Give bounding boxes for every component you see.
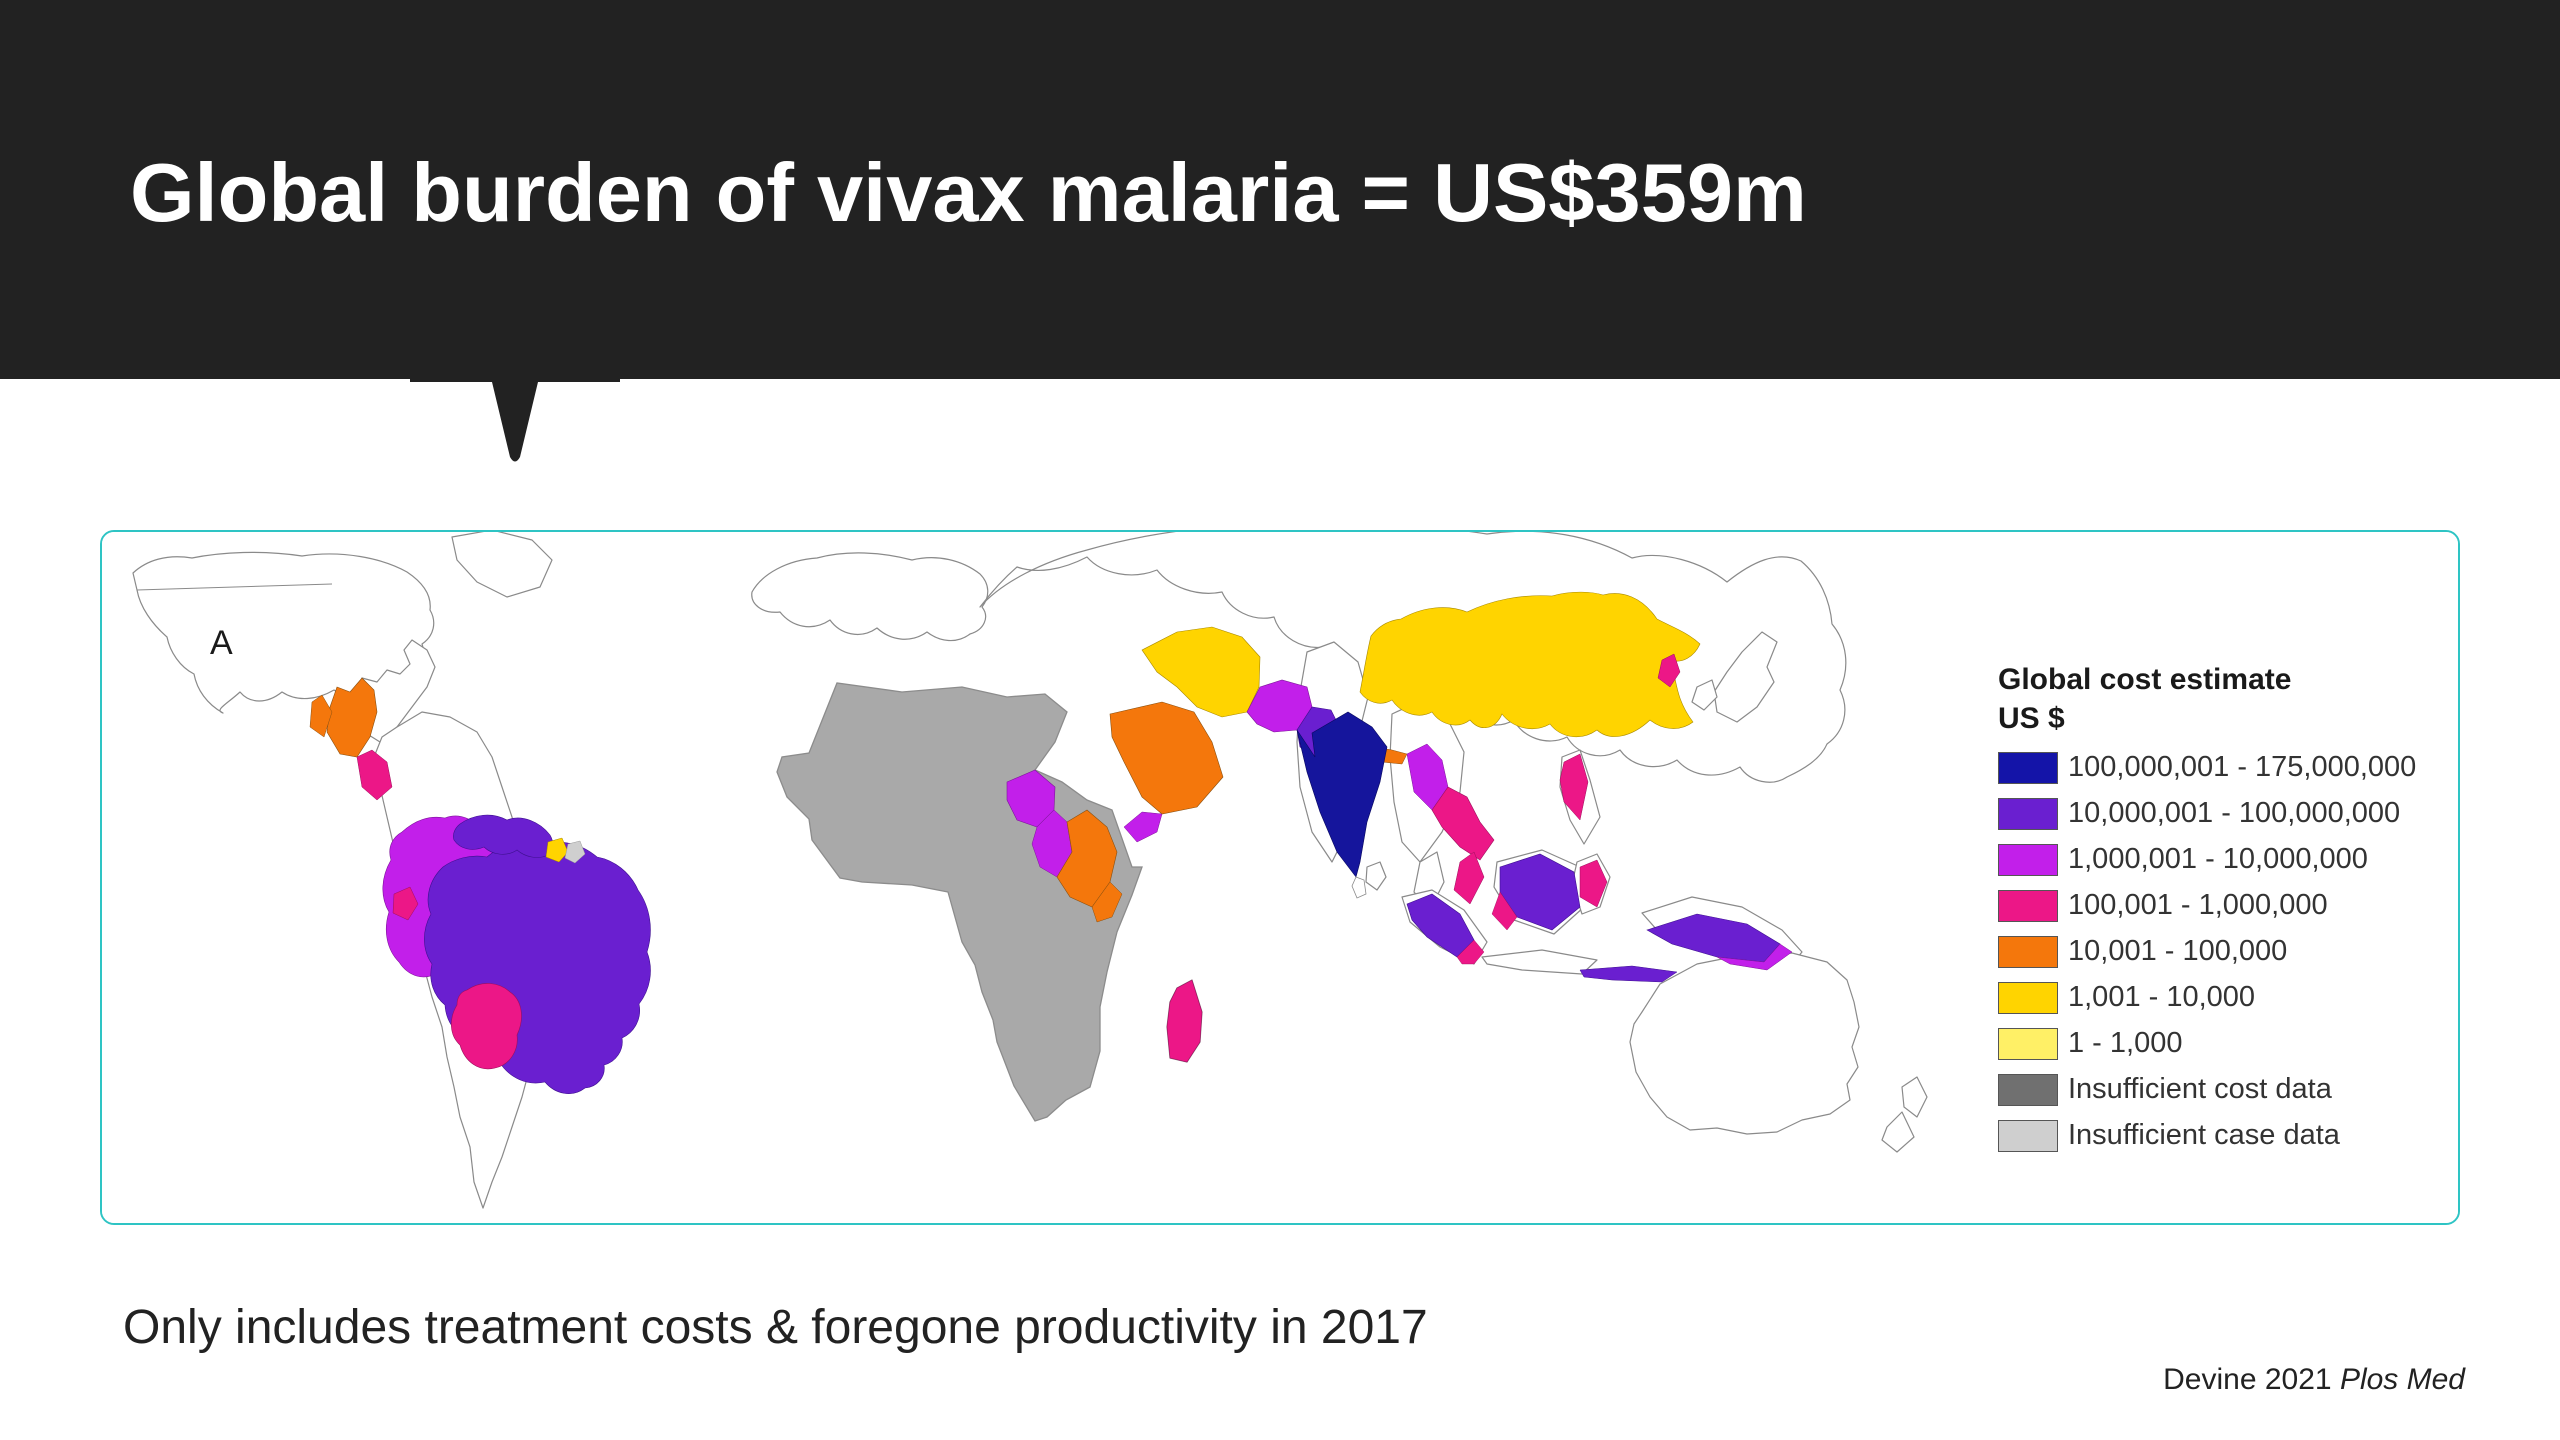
svg-text:A: A [210,624,233,662]
